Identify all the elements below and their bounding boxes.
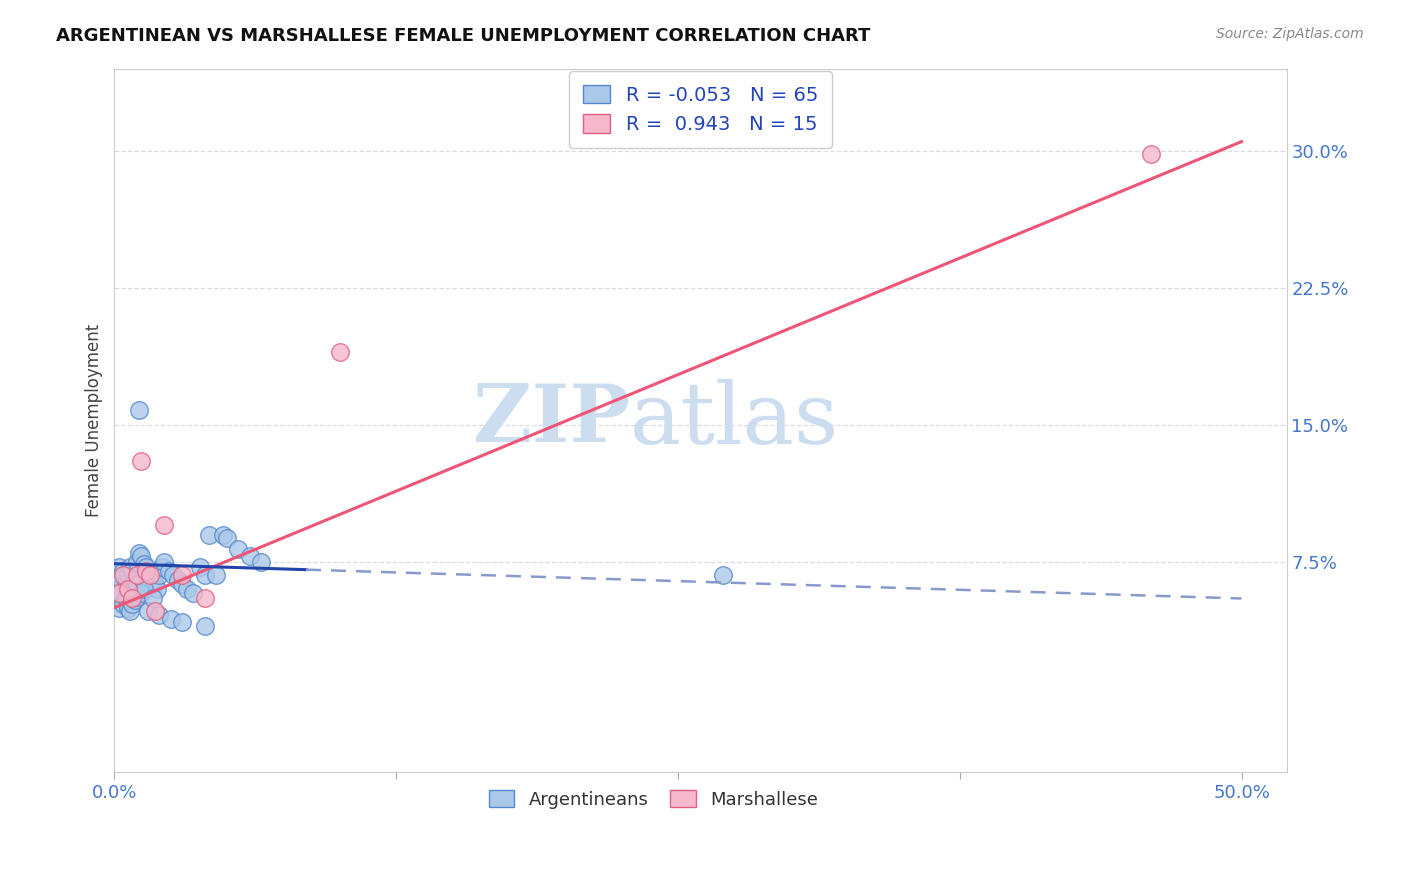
Point [117, 582, 139, 597]
Text: ZIP: ZIP [474, 381, 630, 459]
Point [114, 597, 136, 611]
Point [128, 403, 150, 417]
Point [114, 577, 136, 591]
Point [139, 567, 162, 582]
Point [108, 582, 131, 597]
Point [150, 560, 173, 574]
Point [120, 604, 142, 618]
Point [112, 597, 135, 611]
Point [170, 577, 193, 591]
Point [162, 567, 184, 582]
Point [112, 567, 135, 582]
Point [135, 564, 157, 578]
Point [131, 586, 153, 600]
Point [108, 600, 131, 615]
Point [110, 573, 132, 587]
Point [181, 586, 204, 600]
Point [157, 564, 180, 578]
Point [194, 591, 217, 606]
Point [110, 591, 132, 606]
Point [132, 557, 155, 571]
Point [205, 567, 228, 582]
Point [142, 573, 165, 587]
Point [228, 542, 250, 557]
Point [170, 567, 193, 582]
Point [120, 579, 142, 593]
Point [131, 454, 153, 468]
Point [125, 555, 148, 569]
Text: atlas: atlas [630, 379, 839, 462]
Point [125, 567, 148, 582]
Point [121, 597, 143, 611]
Point [131, 549, 153, 564]
Point [142, 591, 165, 606]
Point [117, 567, 139, 582]
Point [148, 607, 170, 622]
Point [135, 560, 157, 574]
Point [194, 619, 217, 633]
Point [194, 567, 217, 582]
Point [711, 567, 734, 582]
Point [125, 590, 148, 604]
Point [128, 546, 150, 560]
Point [239, 549, 262, 564]
Point [153, 518, 176, 533]
Point [121, 564, 143, 578]
Point [117, 586, 139, 600]
Point [143, 604, 166, 618]
Point [139, 567, 162, 582]
Point [217, 531, 239, 545]
Point [121, 582, 143, 597]
Point [198, 527, 221, 541]
Point [112, 564, 135, 578]
Point [120, 560, 142, 574]
Point [211, 527, 233, 541]
Text: ARGENTINEAN VS MARSHALLESE FEMALE UNEMPLOYMENT CORRELATION CHART: ARGENTINEAN VS MARSHALLESE FEMALE UNEMPL… [56, 27, 870, 45]
Point [159, 611, 181, 625]
Point [110, 586, 132, 600]
Point [146, 582, 169, 597]
Point [176, 582, 198, 597]
Point [143, 577, 166, 591]
Point [108, 586, 131, 600]
Point [108, 560, 131, 574]
Point [117, 600, 139, 615]
Point [136, 566, 159, 580]
Point [136, 604, 159, 618]
Point [153, 555, 176, 569]
Point [1140, 147, 1163, 161]
Point [105, 567, 128, 582]
Point [188, 560, 211, 574]
Point [170, 615, 193, 630]
Legend: Argentineans, Marshallese: Argentineans, Marshallese [482, 782, 825, 816]
Point [124, 573, 146, 587]
Point [121, 591, 143, 606]
Point [166, 573, 188, 587]
Y-axis label: Female Unemployment: Female Unemployment [86, 324, 103, 517]
Point [112, 586, 135, 600]
Point [114, 591, 136, 606]
Point [124, 593, 146, 607]
Point [132, 582, 155, 597]
Point [125, 577, 148, 591]
Point [105, 591, 128, 606]
Point [148, 567, 170, 582]
Text: Source: ZipAtlas.com: Source: ZipAtlas.com [1216, 27, 1364, 41]
Point [329, 344, 352, 359]
Point [250, 555, 273, 569]
